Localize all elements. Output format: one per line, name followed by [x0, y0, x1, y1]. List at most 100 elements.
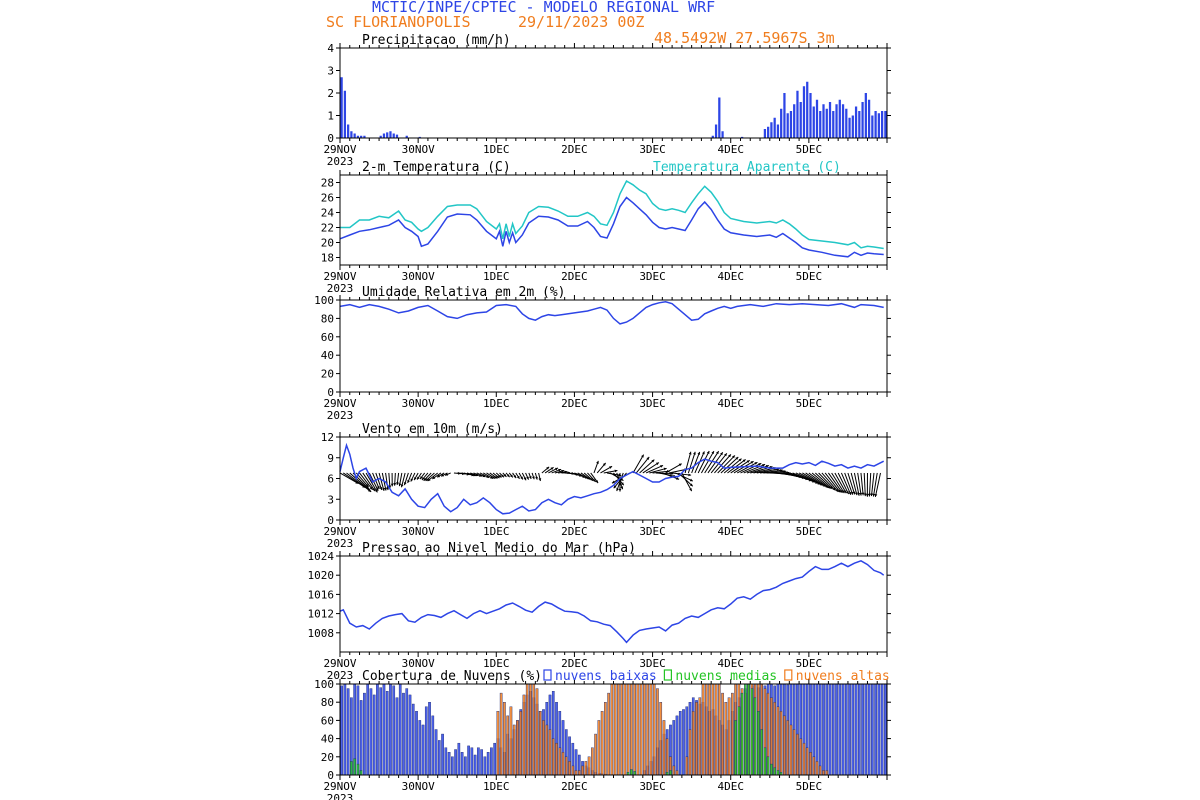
precip-bar — [799, 102, 802, 138]
precip-bar — [740, 136, 744, 138]
clouds-bar — [363, 692, 366, 776]
wind-vector-head — [711, 451, 714, 455]
wind-vector-head — [676, 477, 680, 480]
precip-bar — [832, 111, 835, 138]
clouds-bar — [571, 765, 575, 776]
y-tick-label: 100 — [314, 678, 334, 691]
wind-vector-head — [528, 475, 532, 479]
wind-vector-head — [520, 476, 523, 480]
precip-bar — [867, 99, 871, 138]
clouds-bar — [359, 700, 363, 776]
wind-vector — [874, 472, 881, 498]
wind-vector-head — [372, 488, 376, 492]
x-tick-label: 2DEC — [561, 143, 588, 156]
precip-bar — [356, 135, 360, 138]
wind-vector-head — [498, 474, 502, 478]
clouds-bar — [773, 767, 776, 776]
clouds-bar — [779, 711, 783, 776]
temp-line — [339, 196, 884, 258]
clouds-bar — [405, 688, 409, 776]
precip-bar — [861, 102, 864, 138]
wind-vector — [365, 472, 378, 493]
y-tick-label: 1008 — [308, 627, 335, 640]
x-tick-label: 30NOV — [402, 525, 435, 538]
wind-vector — [342, 472, 366, 489]
precip-bar — [386, 132, 389, 138]
y-tick-label: 40 — [321, 349, 334, 362]
clouds-bar — [402, 692, 405, 776]
x-tick-label: 4DEC — [717, 657, 744, 670]
wind-vector-head — [590, 477, 594, 481]
clouds-bar — [613, 683, 617, 776]
precip-bar — [880, 111, 884, 138]
clouds-bar — [639, 683, 643, 776]
precip-bar — [721, 131, 724, 138]
precip-bar — [874, 111, 877, 138]
header-title: MCTIC/INPE/CPTEC - MODELO REGIONAL WRF — [372, 0, 716, 16]
clouds-bar — [818, 683, 822, 776]
wind-vector — [375, 472, 383, 491]
y-tick-label: 1016 — [308, 588, 335, 601]
clouds-bar — [753, 697, 757, 776]
clouds-bar — [483, 756, 487, 776]
y-tick-label: 1 — [327, 110, 334, 123]
wind-vector-head — [848, 491, 852, 495]
clouds-bar — [652, 683, 656, 776]
wind-vector-head — [596, 460, 599, 464]
precip-bar — [828, 102, 832, 138]
wind-vector — [687, 451, 696, 474]
x-tick-label: 5DEC — [796, 397, 823, 410]
clouds-bar — [760, 729, 763, 776]
wind-vector-head — [754, 462, 758, 465]
x-tick-label: 4DEC — [717, 397, 744, 410]
clouds-bar — [516, 720, 519, 776]
clouds-bar — [734, 720, 737, 776]
wind-vector-head — [496, 475, 500, 479]
clouds-bar — [470, 747, 474, 776]
wind-vector-head — [375, 487, 379, 491]
precip-bar — [392, 133, 395, 138]
clouds-bar — [783, 715, 786, 776]
precip-bar — [786, 113, 789, 138]
clouds-bar — [490, 747, 493, 776]
clouds-bar — [789, 724, 793, 776]
wind-vector — [649, 467, 667, 474]
precip-bar — [418, 136, 421, 138]
x-tick-label: 1DEC — [483, 657, 510, 670]
wind-vector-head — [724, 453, 727, 457]
x-tick-label: 29NOV — [323, 143, 356, 156]
wind-vector-head — [846, 491, 849, 495]
x-tick-label: 5DEC — [796, 270, 823, 283]
clouds-bar — [740, 692, 744, 776]
x-tick-label: 2DEC — [561, 397, 588, 410]
wind-vector-head — [689, 488, 692, 492]
precip-bar — [877, 113, 880, 138]
precip-bar — [822, 104, 825, 138]
x-year-label: 2023 — [327, 669, 354, 682]
x-tick-label: 5DEC — [796, 525, 823, 538]
rh-line — [339, 301, 884, 325]
wind-vector-head — [417, 476, 420, 480]
precip-bar — [884, 111, 887, 138]
clouds-bar — [620, 683, 623, 776]
clouds-bar — [838, 683, 842, 776]
precip-bar — [835, 104, 838, 138]
clouds-bar — [376, 683, 379, 776]
clouds-bar — [418, 720, 422, 776]
x-tick-label: 2DEC — [561, 657, 588, 670]
wind-vector-head — [396, 482, 399, 485]
y-tick-label: 3 — [327, 65, 334, 78]
clouds-bar — [861, 683, 864, 776]
precip-bar — [382, 133, 386, 138]
wind-vector-head — [381, 487, 385, 491]
clouds-bar — [574, 770, 578, 776]
precip-bar — [405, 135, 408, 138]
wind-vector-head — [646, 456, 650, 460]
x-tick-label: 5DEC — [796, 657, 823, 670]
clouds-title: Cobertura de Nuvens (%) — [362, 669, 542, 684]
wind-vector — [827, 472, 843, 494]
wind-vector-head — [688, 473, 692, 477]
clouds-bar — [630, 683, 633, 776]
precip-bar — [848, 117, 851, 138]
wind-vector — [821, 472, 839, 493]
